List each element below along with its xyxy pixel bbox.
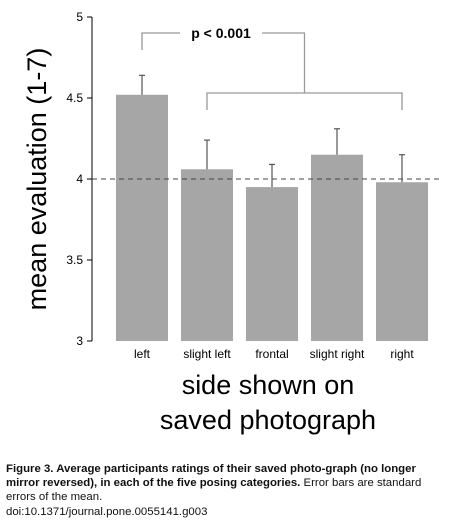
bracket-upper-left xyxy=(141,32,180,50)
caption-body: Error bars are standard errors of the me… xyxy=(6,477,422,504)
y-axis-label: mean evaluation (1-7) xyxy=(22,48,52,311)
x-tick-label: slight right xyxy=(310,347,365,361)
y-tick-label: 4 xyxy=(76,172,83,186)
bracket-group-b xyxy=(206,92,403,110)
x-tick-label: right xyxy=(390,347,414,361)
x-tick-label: slight left xyxy=(183,347,231,361)
y-tick-label: 5 xyxy=(76,10,83,24)
bar-left xyxy=(116,94,168,341)
significance-annotation: p < 0.001 xyxy=(191,25,251,41)
y-tick-label: 4.5 xyxy=(66,91,83,105)
chart-figure: 3 3.5 4 4.5 5 mean evaluation (1-7) left slight… xyxy=(22,10,440,435)
y-tick-label: 3 xyxy=(76,334,83,348)
bar-chart: 3 3.5 4 4.5 5 mean evaluation (1-7) left slight… xyxy=(22,10,440,435)
bar-frontal xyxy=(246,187,298,341)
caption-title: Figure 3. Average participants ratings o… xyxy=(6,463,416,490)
bracket-upper-right xyxy=(262,32,306,93)
y-tick-label: 3.5 xyxy=(66,253,83,267)
x-axis-label-line: side shown on xyxy=(182,370,355,400)
bar-right xyxy=(376,182,428,341)
bar-slight-right xyxy=(311,154,363,341)
x-tick-label: left xyxy=(134,347,151,361)
figure-caption: Figure 3. Average participants ratings o… xyxy=(6,462,444,519)
bar-slight-left xyxy=(181,169,233,341)
x-axis-label-line: saved photograph xyxy=(160,405,376,435)
x-tick-label: frontal xyxy=(255,347,288,361)
caption-doi: doi:10.1371/journal.pone.0055141.g003 xyxy=(6,505,208,518)
